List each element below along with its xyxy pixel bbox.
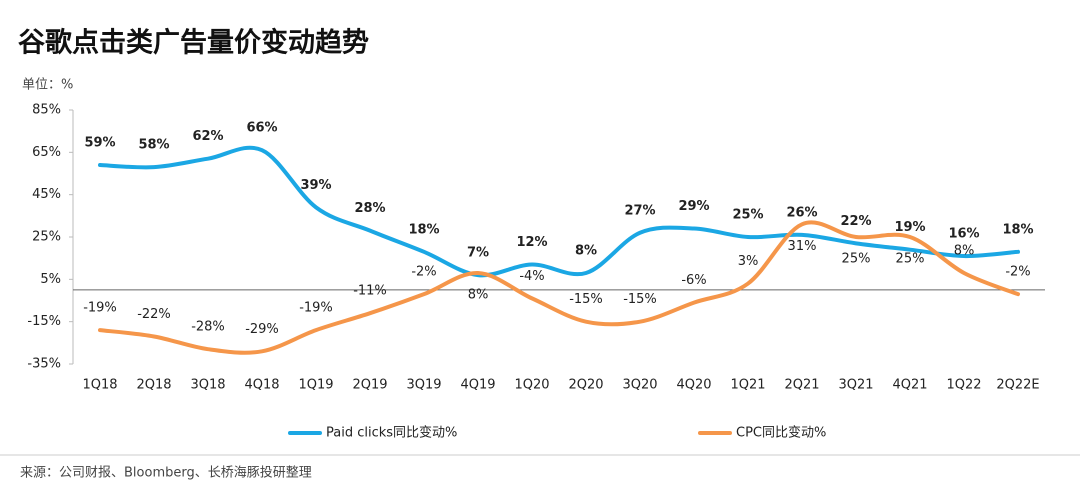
- y-tick-label: 85%: [32, 103, 61, 118]
- data-label: 27%: [624, 203, 655, 218]
- x-tick-label: 3Q21: [838, 378, 873, 393]
- data-label: -15%: [569, 292, 603, 307]
- data-label: -6%: [681, 273, 706, 288]
- series-line: [98, 145, 1020, 278]
- data-label: 22%: [840, 214, 871, 229]
- data-label: 12%: [516, 235, 547, 250]
- x-tick-label: 1Q20: [514, 378, 549, 393]
- data-label: 19%: [894, 220, 925, 235]
- data-label: -22%: [137, 307, 171, 322]
- series-line: [98, 220, 1020, 355]
- data-label: 3%: [738, 254, 759, 269]
- x-tick-label: 4Q19: [460, 378, 495, 393]
- x-tick-label: 2Q20: [568, 378, 603, 393]
- y-tick-label: 25%: [32, 230, 61, 245]
- legend-label: Paid clicks同比变动%: [326, 425, 457, 441]
- x-tick-label: 1Q18: [82, 378, 117, 393]
- data-label: 25%: [896, 252, 925, 267]
- data-label: 7%: [467, 246, 489, 261]
- data-label: 29%: [678, 199, 709, 214]
- x-tick-label: 3Q19: [406, 378, 441, 393]
- data-label: 16%: [948, 227, 979, 242]
- x-tick-label: 4Q21: [892, 378, 927, 393]
- data-label: 26%: [786, 205, 817, 220]
- legend-label: CPC同比变动%: [736, 425, 826, 441]
- unit-label: 单位：%: [22, 78, 73, 93]
- y-tick-label: -15%: [27, 314, 61, 329]
- x-tick-label: 2Q22E: [996, 378, 1039, 393]
- data-label: -28%: [191, 320, 225, 335]
- data-label: 39%: [300, 178, 331, 193]
- x-tick-label: 1Q21: [730, 378, 765, 393]
- data-label: 18%: [408, 222, 439, 237]
- data-label: -2%: [411, 265, 436, 280]
- x-tick-label: 2Q18: [136, 378, 171, 393]
- x-tick-label: 2Q21: [784, 378, 819, 393]
- y-tick-label: 5%: [40, 272, 61, 287]
- data-label: 8%: [468, 287, 489, 302]
- data-label: 25%: [842, 252, 871, 267]
- data-label: -29%: [245, 322, 279, 337]
- data-label: -2%: [1005, 265, 1030, 280]
- data-label: 62%: [192, 129, 223, 144]
- data-label: 28%: [354, 201, 385, 216]
- data-label: 58%: [138, 138, 169, 153]
- y-tick-label: -35%: [27, 357, 61, 372]
- data-label: -19%: [83, 301, 117, 316]
- x-tick-label: 1Q19: [298, 378, 333, 393]
- data-label: -15%: [623, 292, 657, 307]
- x-tick-label: 3Q18: [190, 378, 225, 393]
- data-label: -4%: [519, 269, 544, 284]
- data-label: 18%: [1002, 222, 1033, 237]
- x-tick-label: 4Q20: [676, 378, 711, 393]
- chart-title: 谷歌点击类广告量价变动趋势: [18, 27, 369, 59]
- y-tick-label: 65%: [32, 145, 61, 160]
- y-tick-label: 45%: [32, 187, 61, 202]
- source-note: 来源：公司财报、Bloomberg、长桥海豚投研整理: [20, 465, 312, 481]
- data-label: 31%: [788, 239, 817, 254]
- data-label: -11%: [353, 284, 387, 299]
- x-tick-label: 3Q20: [622, 378, 657, 393]
- x-tick-label: 4Q18: [244, 378, 279, 393]
- data-label: 59%: [84, 136, 115, 151]
- data-label: 66%: [246, 121, 277, 136]
- data-label: 8%: [575, 243, 597, 258]
- x-tick-label: 2Q19: [352, 378, 387, 393]
- data-label: 25%: [732, 208, 763, 223]
- x-tick-label: 1Q22: [946, 378, 981, 393]
- data-label: 8%: [954, 243, 975, 258]
- data-label: -19%: [299, 301, 333, 316]
